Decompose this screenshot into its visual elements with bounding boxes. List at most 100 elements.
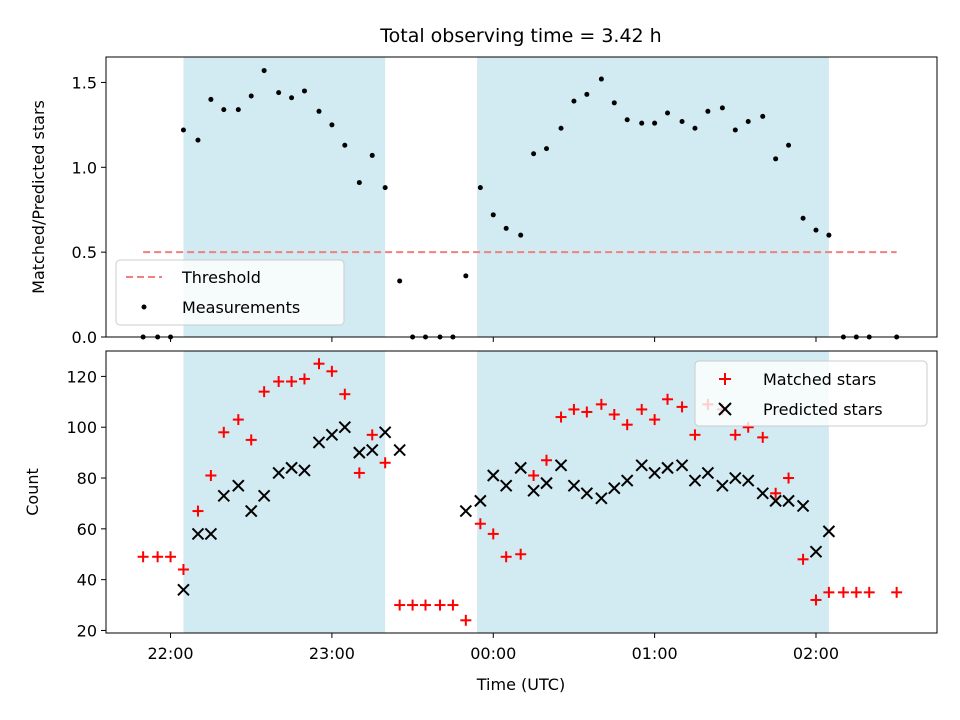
predicted-point-41 <box>782 494 795 508</box>
matched-point-30 <box>541 454 553 466</box>
predicted-point-13 <box>353 446 366 459</box>
bottom-y-tick-label-2: 60 <box>77 520 97 539</box>
x-tick-label-3: 01:00 <box>632 644 678 663</box>
predicted-point-26 <box>580 487 594 500</box>
predicted-point-16 <box>393 443 406 457</box>
predicted-point-36 <box>716 479 729 492</box>
measurement-point-42 <box>705 108 711 114</box>
top-y-axis-label: Matched/Predicted stars <box>29 100 48 294</box>
top-legend: Threshold Measurements <box>115 259 345 326</box>
predicted-point-29 <box>620 474 634 487</box>
measurement-point-12 <box>301 88 307 94</box>
matched-point-7 <box>232 414 244 426</box>
matched-point-32 <box>568 403 580 415</box>
measurement-point-3 <box>180 127 186 133</box>
matched-point-46 <box>757 431 769 443</box>
predicted-stars-series <box>177 421 836 597</box>
predicted-point-12 <box>338 421 352 434</box>
measurement-point-48 <box>786 142 792 148</box>
measurement-point-49 <box>800 215 806 221</box>
measurement-point-45 <box>745 118 751 124</box>
predicted-point-21 <box>514 461 527 475</box>
predicted-point-42 <box>796 499 810 513</box>
measurement-point-14 <box>329 122 335 128</box>
predicted-point-9 <box>298 464 311 477</box>
matched-point-11 <box>286 375 298 387</box>
matched-point-20 <box>407 599 419 611</box>
measurement-point-25 <box>477 185 483 191</box>
matched-point-33 <box>581 406 593 418</box>
bottom-y-axis: 20 40 60 80 100 120 <box>66 367 106 640</box>
predicted-point-18 <box>474 494 487 508</box>
matched-point-18 <box>379 457 391 469</box>
predicted-point-2 <box>204 527 218 541</box>
measurement-point-19 <box>397 278 403 284</box>
predicted-legend-label: Predicted stars <box>763 400 883 419</box>
measurement-point-32 <box>571 98 577 104</box>
matched-point-1 <box>152 551 164 563</box>
predicted-point-8 <box>285 461 298 475</box>
predicted-point-4 <box>232 479 245 492</box>
top-y-tick-label-1: 0.5 <box>72 243 97 262</box>
bottom-panel: 20 40 60 80 100 120 22:00 23:00 00:00 01:00 02:00… <box>23 350 938 694</box>
measurement-point-4 <box>195 137 201 143</box>
matched-point-36 <box>621 419 633 431</box>
shaded-interval-top-1 <box>477 57 829 337</box>
measurement-point-35 <box>611 100 617 106</box>
matched-point-3 <box>177 563 189 575</box>
matched-point-50 <box>810 594 822 606</box>
measurement-point-33 <box>584 91 590 97</box>
measurement-point-41 <box>692 125 698 131</box>
matched-point-27 <box>500 551 512 563</box>
matched-point-53 <box>850 586 862 598</box>
measurement-point-13 <box>316 108 322 114</box>
measurement-point-40 <box>679 118 685 124</box>
matched-point-21 <box>419 599 431 611</box>
matched-point-44 <box>729 429 741 441</box>
predicted-point-40 <box>769 494 782 508</box>
measurement-point-37 <box>639 120 645 126</box>
matched-point-55 <box>891 586 903 598</box>
measurement-point-18 <box>382 185 388 191</box>
top-panel: 0.0 0.5 1.0 1.5 Matched/Predicted stars Thr… <box>29 56 938 347</box>
matched-legend-label: Matched stars <box>763 370 876 389</box>
measurement-point-9 <box>261 68 267 74</box>
measurements-legend-label: Measurements <box>182 298 300 317</box>
measurement-point-29 <box>531 151 537 157</box>
matched-point-19 <box>394 599 406 611</box>
top-legend-box <box>115 259 345 326</box>
measurement-point-15 <box>342 142 348 148</box>
predicted-point-30 <box>635 459 648 472</box>
measurement-point-39 <box>665 110 671 116</box>
bottom-y-tick-label-4: 100 <box>66 418 97 437</box>
predicted-point-32 <box>661 461 674 475</box>
matched-point-47 <box>770 487 782 499</box>
matched-point-22 <box>434 599 446 611</box>
top-y-axis: 0.0 0.5 1.0 1.5 <box>72 73 106 347</box>
measurement-point-38 <box>652 120 658 126</box>
measurement-point-16 <box>356 180 362 186</box>
predicted-point-33 <box>675 459 689 472</box>
measurement-point-7 <box>235 107 241 113</box>
threshold-legend-label: Threshold <box>181 268 261 287</box>
predicted-point-23 <box>540 476 553 490</box>
predicted-point-20 <box>499 479 513 492</box>
x-tick-label-0: 22:00 <box>147 644 193 663</box>
predicted-point-0 <box>177 583 190 597</box>
predicted-point-44 <box>822 525 836 538</box>
matched-point-14 <box>326 365 338 377</box>
predicted-point-37 <box>729 471 742 485</box>
measurement-point-26 <box>490 212 496 218</box>
measurements-series <box>140 68 900 340</box>
matched-point-0 <box>137 551 149 563</box>
predicted-point-1 <box>191 527 205 541</box>
measurement-point-27 <box>503 225 509 231</box>
bottom-y-tick-label-0: 20 <box>77 621 97 640</box>
chart-title: Total observing time = 3.42 h <box>379 25 661 47</box>
matched-point-38 <box>649 414 661 426</box>
matched-point-51 <box>823 586 835 598</box>
matched-point-8 <box>245 434 257 446</box>
matched-point-52 <box>837 586 849 598</box>
bottom-legend: Matched stars Predicted stars <box>694 360 928 427</box>
matched-point-48 <box>783 472 795 484</box>
